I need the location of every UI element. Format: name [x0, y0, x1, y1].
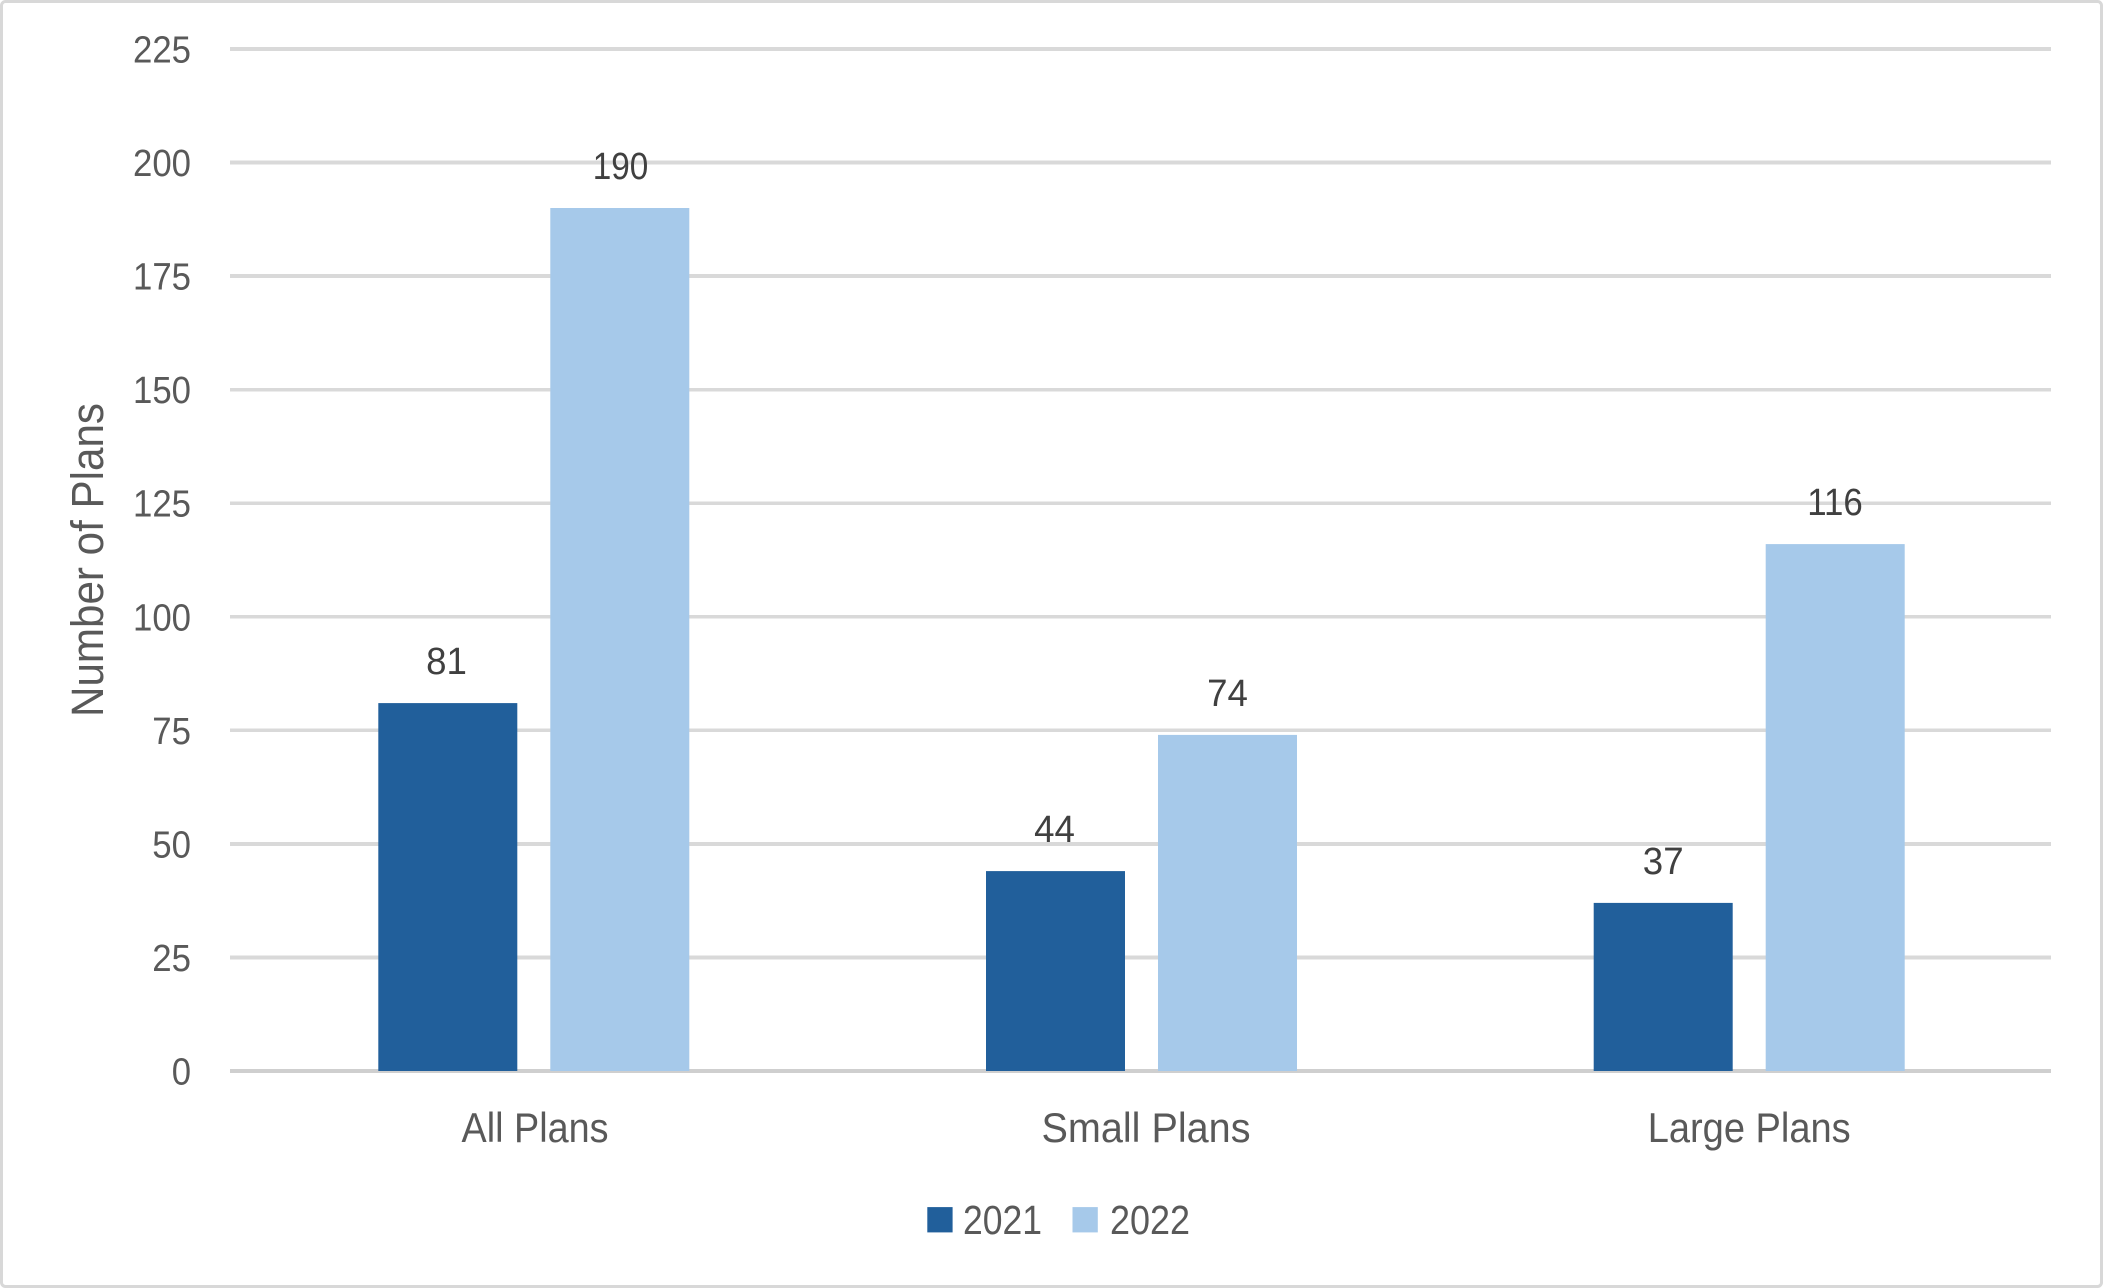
svg-text:2021: 2021 [963, 1197, 1042, 1243]
svg-text:37: 37 [1643, 841, 1684, 883]
svg-text:Small Plans: Small Plans [1042, 1104, 1251, 1151]
svg-text:Number of Plans: Number of Plans [62, 403, 113, 717]
svg-text:175: 175 [133, 257, 191, 299]
svg-text:150: 150 [133, 370, 191, 412]
svg-text:0: 0 [172, 1052, 191, 1094]
svg-text:44: 44 [1034, 809, 1075, 851]
svg-text:2022: 2022 [1110, 1197, 1190, 1243]
svg-text:100: 100 [133, 597, 191, 639]
svg-text:116: 116 [1807, 482, 1863, 524]
svg-text:81: 81 [426, 641, 467, 683]
svg-text:200: 200 [133, 143, 191, 185]
svg-text:Large Plans: Large Plans [1648, 1104, 1851, 1151]
svg-text:225: 225 [133, 30, 191, 72]
svg-text:50: 50 [152, 824, 191, 866]
svg-text:75: 75 [152, 711, 191, 753]
svg-text:25: 25 [152, 938, 191, 980]
svg-text:190: 190 [593, 146, 649, 188]
svg-text:74: 74 [1207, 673, 1248, 715]
svg-text:All Plans: All Plans [462, 1104, 609, 1151]
svg-text:125: 125 [133, 484, 191, 526]
